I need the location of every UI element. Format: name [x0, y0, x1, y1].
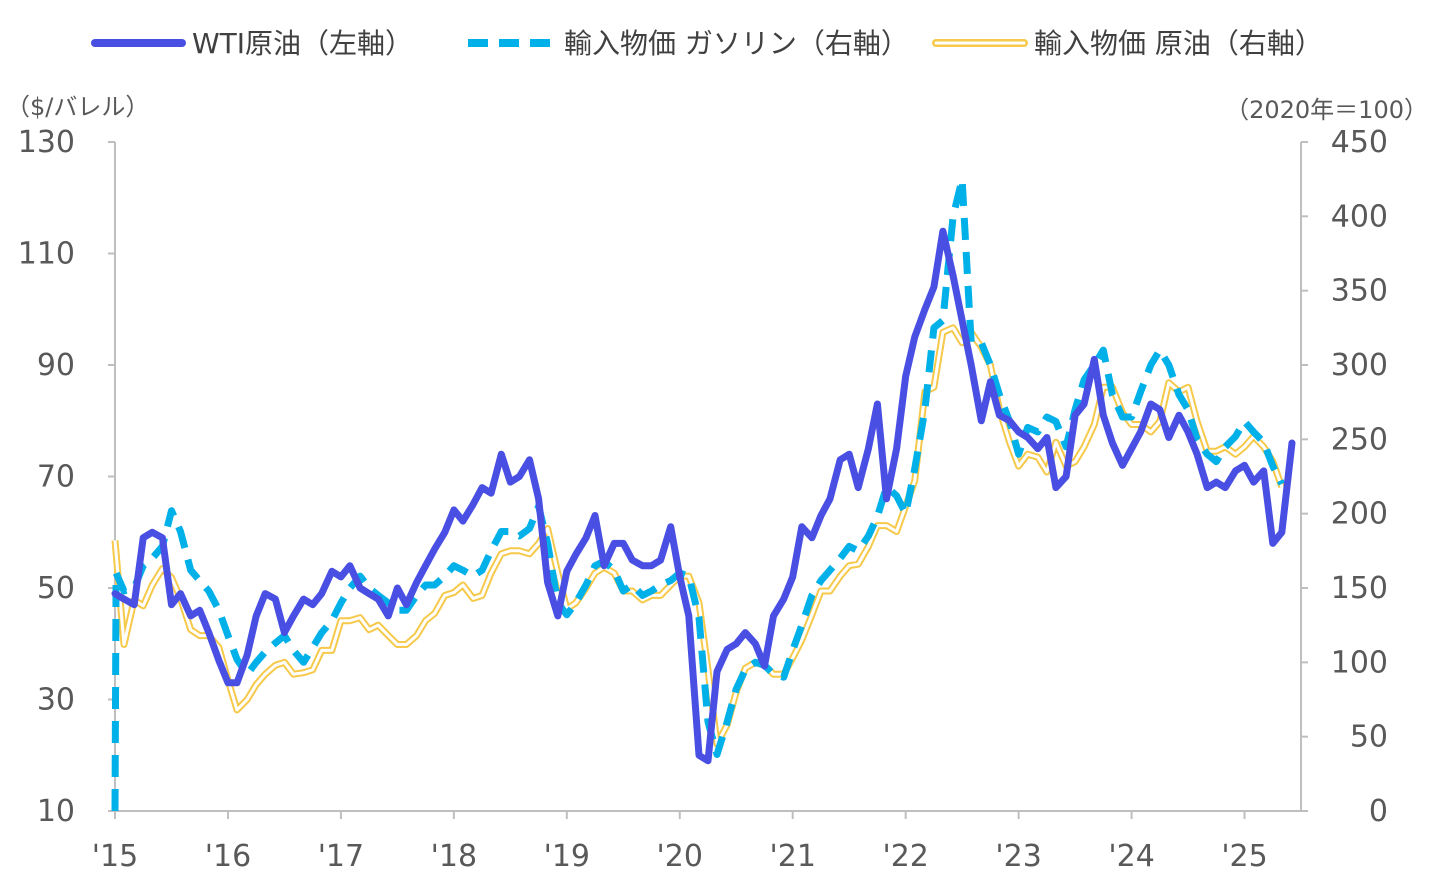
- right-tick-label: 300: [1331, 348, 1388, 383]
- series-line-crude-outer: [111, 324, 1286, 748]
- x-tick-label: '23: [995, 839, 1041, 874]
- right-tick-label: 400: [1331, 199, 1388, 234]
- left-tick-label: 130: [18, 125, 75, 160]
- chart-axes: [114, 142, 1302, 812]
- x-tick-label: '25: [1221, 839, 1267, 874]
- left-axis-unit: （$/バレル）: [6, 93, 149, 121]
- x-tick-label: '20: [657, 839, 703, 874]
- x-tick-label: '17: [318, 839, 364, 874]
- left-tick-label: 30: [37, 683, 75, 718]
- x-tick-label: '19: [544, 839, 590, 874]
- x-tick-label: '18: [431, 839, 477, 874]
- series-line-gasoline: [111, 175, 1285, 812]
- legend-label-gasoline: 輸入物価 ガソリン（右軸）: [564, 27, 909, 60]
- chart-series: [111, 175, 1296, 812]
- right-tick-label: 150: [1331, 571, 1388, 606]
- right-axis-unit: （2020年＝100）: [1225, 96, 1428, 124]
- right-tick-label: 250: [1331, 422, 1388, 457]
- left-tick-label: 90: [37, 348, 75, 383]
- right-tick-label: 350: [1331, 274, 1388, 309]
- legend-label-crude: 輸入物価 原油（右軸）: [1034, 27, 1323, 60]
- series-line-wti: [111, 227, 1296, 765]
- left-tick-label: 50: [37, 571, 75, 606]
- chart-legend: WTI原油（左軸） 輸入物価 ガソリン（右軸） 輸入物価 原油（右軸）: [91, 27, 1323, 60]
- series-line-crude-inner: [113, 326, 1284, 746]
- x-tick-label: '21: [770, 839, 816, 874]
- x-tick-label: '24: [1108, 839, 1154, 874]
- right-tick-label: 100: [1331, 645, 1388, 680]
- left-tick-label: 110: [18, 237, 75, 272]
- chart-ticks: 10 30 50 70 90 110 130 0 50 100 150 200 250 300 350 400…: [18, 125, 1388, 874]
- right-tick-label: 450: [1331, 125, 1388, 160]
- legend-label-wti: WTI原油（左軸）: [192, 27, 413, 60]
- right-tick-label: 50: [1350, 720, 1388, 755]
- right-tick-label: 200: [1331, 497, 1388, 532]
- x-tick-label: '22: [882, 839, 928, 874]
- right-tick-label: 0: [1369, 794, 1388, 829]
- left-tick-label: 10: [37, 794, 75, 829]
- left-tick-label: 70: [37, 460, 75, 495]
- x-tick-label: '15: [92, 839, 138, 874]
- x-tick-label: '16: [205, 839, 251, 874]
